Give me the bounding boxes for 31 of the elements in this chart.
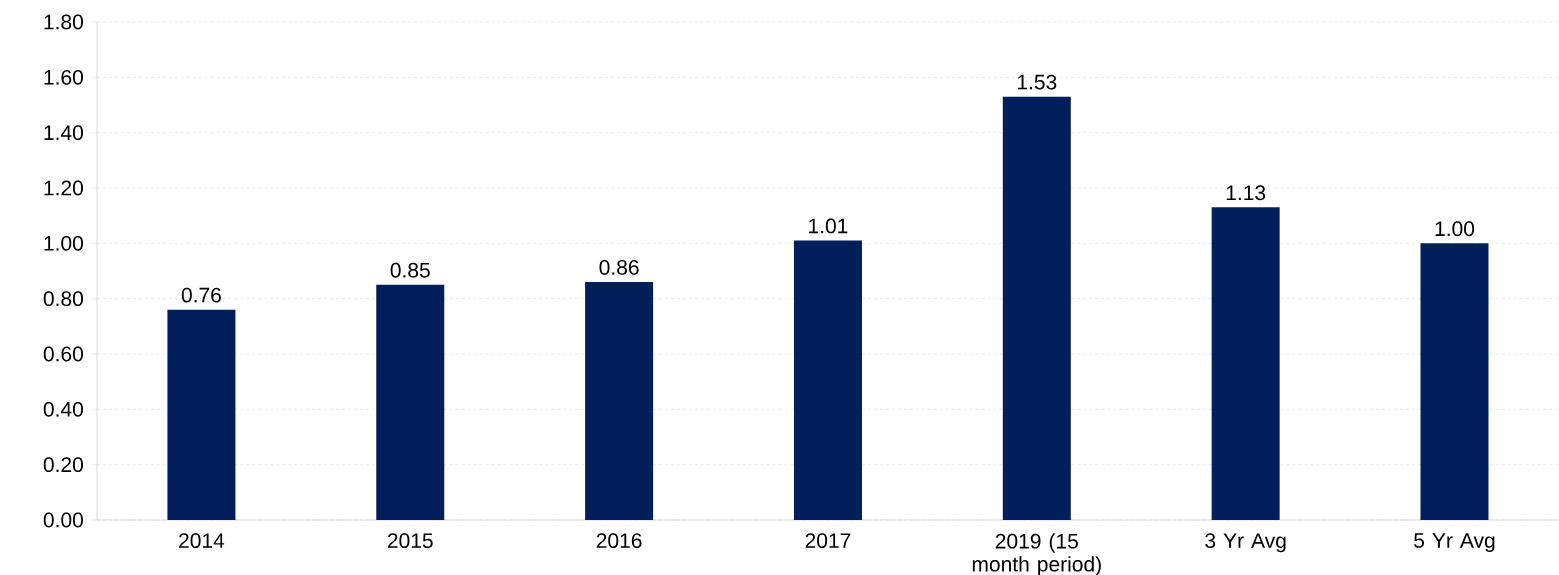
data-label: 0.85	[390, 262, 430, 278]
y-tick-label: 1.80	[44, 14, 83, 30]
bar	[167, 309, 236, 520]
x-tick-label: 2015	[387, 533, 433, 549]
data-label: 1.01	[809, 218, 848, 234]
bar	[1420, 243, 1489, 520]
y-tick-label: 0.60	[43, 346, 83, 362]
y-tick-label: 1.40	[44, 125, 83, 141]
bar	[793, 240, 862, 520]
y-tick-label: 0.40	[43, 401, 83, 417]
data-label: 1.13	[1226, 185, 1266, 201]
data-label: 1.00	[1435, 221, 1475, 237]
bar	[1211, 207, 1280, 520]
x-tick-label: 5 Yr Avg	[1414, 533, 1495, 553]
y-tick-label: 1.00	[44, 235, 83, 251]
x-tick-label: 3 Yr Avg	[1205, 533, 1286, 553]
x-tick-label: 2019 (15 month period)	[972, 533, 1101, 575]
bar	[585, 282, 654, 520]
y-tick-label: 1.20	[44, 180, 83, 196]
bar	[1002, 96, 1071, 520]
y-tick-label: 0.80	[43, 291, 83, 307]
y-tick-label: 1.60	[44, 69, 83, 85]
data-label: 0.76	[181, 287, 221, 303]
data-label: 0.86	[599, 260, 639, 275]
y-tick-label: 0.00	[43, 512, 83, 528]
x-tick-label: 2014	[179, 533, 225, 549]
x-tick-label: 2016	[596, 533, 642, 549]
bar	[376, 284, 445, 520]
x-tick-label: 2017	[805, 533, 851, 549]
data-label: 1.53	[1017, 74, 1057, 90]
y-tick-label: 0.20	[43, 457, 83, 473]
